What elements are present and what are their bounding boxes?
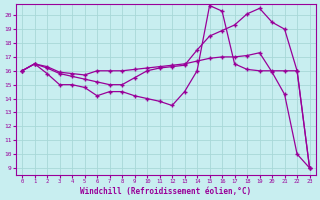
- X-axis label: Windchill (Refroidissement éolien,°C): Windchill (Refroidissement éolien,°C): [80, 187, 252, 196]
